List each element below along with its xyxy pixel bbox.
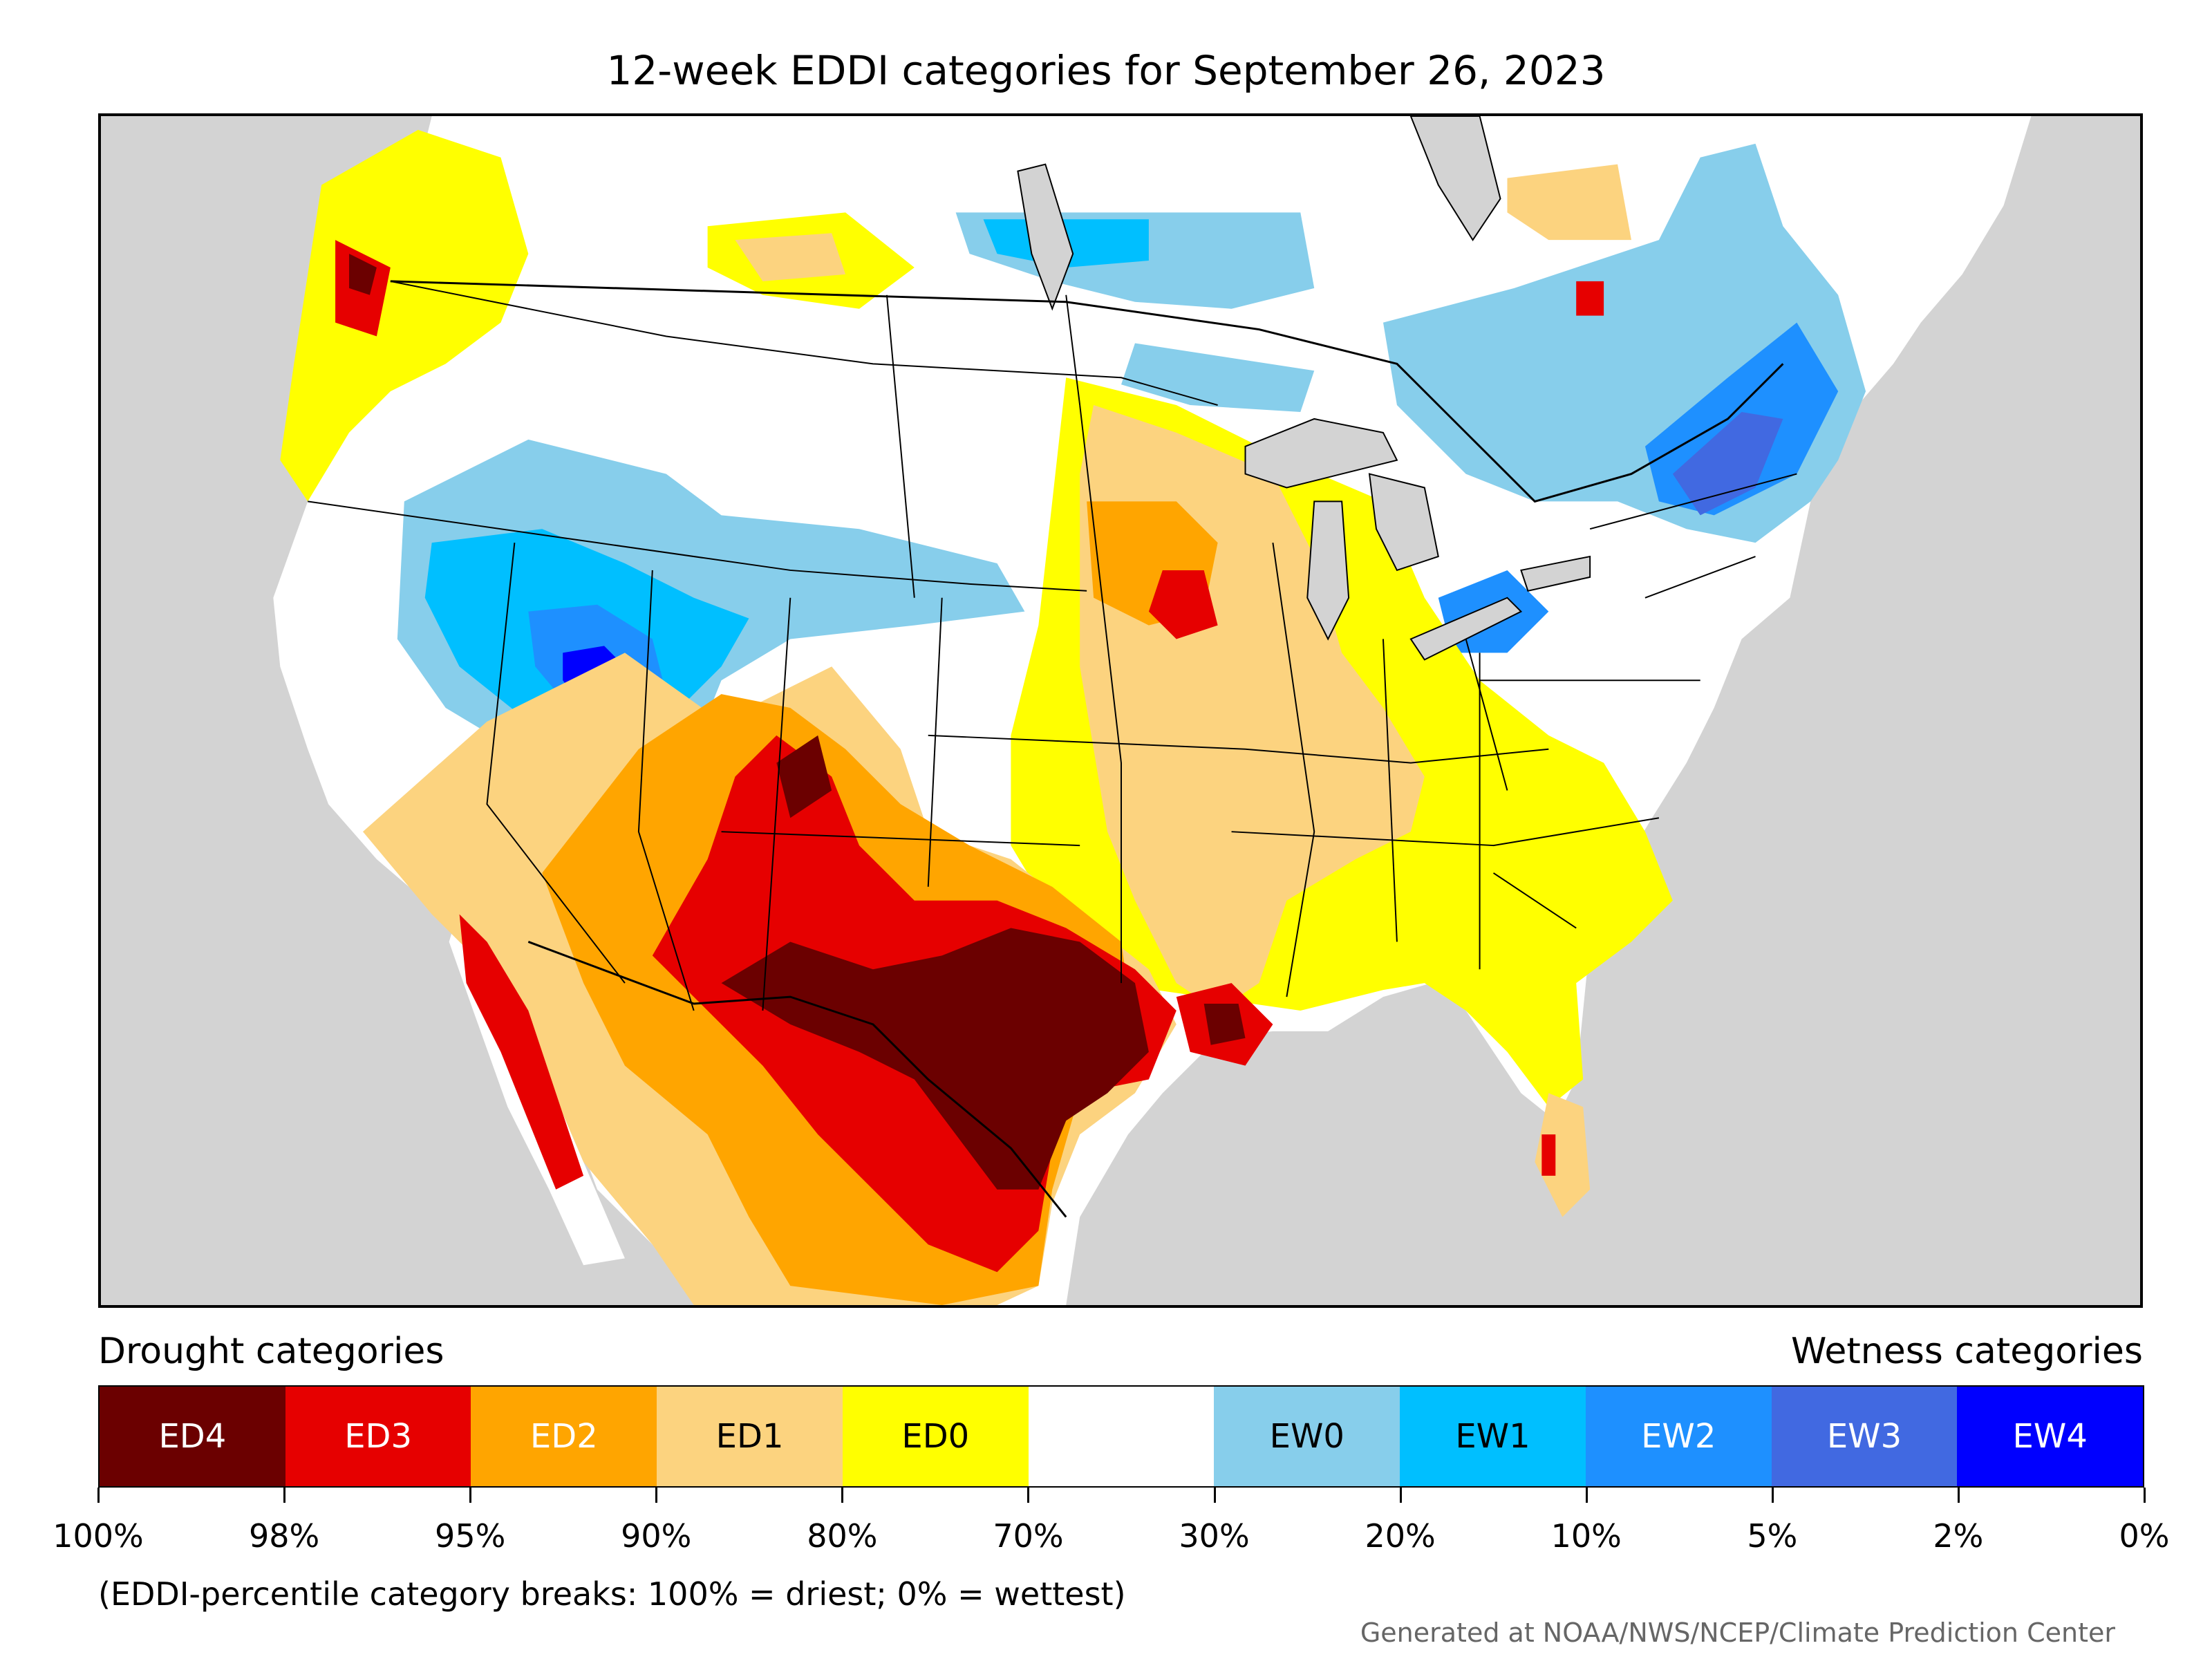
colorbar-tick-label: 100% bbox=[53, 1517, 144, 1555]
colorbar-tick bbox=[2144, 1488, 2146, 1503]
colorbar-tick bbox=[97, 1488, 100, 1503]
colorbar-tick-label: 0% bbox=[2119, 1517, 2170, 1555]
colorbar-segment-label: EW4 bbox=[2012, 1417, 2088, 1456]
credit-line: Generated at NOAA/NWS/NCEP/Climate Predi… bbox=[1360, 1618, 2115, 1648]
drought-areas bbox=[280, 129, 1673, 1305]
colorbar-segment: EW2 bbox=[1585, 1387, 1772, 1486]
colorbar-tick-label: 90% bbox=[621, 1517, 692, 1555]
colorbar-tick bbox=[655, 1488, 658, 1503]
lake-michigan bbox=[1306, 500, 1350, 641]
water-bodies bbox=[1017, 116, 1591, 661]
colorbar-tick bbox=[841, 1488, 844, 1503]
colorbar-segment-label: EW2 bbox=[1641, 1417, 1716, 1456]
colorbar-segment: EW0 bbox=[1214, 1387, 1400, 1486]
map-canvas bbox=[273, 116, 2032, 1305]
lake-huron bbox=[1368, 473, 1439, 572]
colorbar-segment-label: ED3 bbox=[344, 1417, 413, 1456]
colorbar-segment bbox=[1028, 1387, 1215, 1486]
colorbar-tick bbox=[1027, 1488, 1030, 1503]
colorbar-segment-label: ED1 bbox=[715, 1417, 784, 1456]
colorbar-segment-label: EW3 bbox=[1826, 1417, 1902, 1456]
colorbar-tick-label: 80% bbox=[807, 1517, 878, 1555]
colorbar-segment-label: ED2 bbox=[529, 1417, 598, 1456]
wetness-areas bbox=[397, 143, 1866, 832]
colorbar-tick-label: 10% bbox=[1550, 1517, 1622, 1555]
colorbar-tick-label: 5% bbox=[1747, 1517, 1798, 1555]
colorbar-segment-label: ED0 bbox=[901, 1417, 970, 1456]
lake-winnipeg bbox=[1017, 163, 1074, 311]
map-title: 12-week EDDI categories for September 26… bbox=[606, 47, 1606, 94]
colorbar-segment-label: ED4 bbox=[158, 1417, 227, 1456]
colorbar-segment: ED1 bbox=[657, 1387, 843, 1486]
state-boundaries bbox=[308, 280, 1797, 1011]
colorbar-segment-label: EW0 bbox=[1269, 1417, 1344, 1456]
colorbar-tick bbox=[1399, 1488, 1402, 1503]
category-note: (EDDI-percentile category breaks: 100% =… bbox=[98, 1575, 1126, 1613]
drought-categories-title: Drought categories bbox=[98, 1331, 444, 1372]
colorbar-tick bbox=[283, 1488, 286, 1503]
colorbar-segment: ED2 bbox=[471, 1387, 657, 1486]
colorbar-tick-label: 95% bbox=[435, 1517, 506, 1555]
colorbar-segment-label: EW1 bbox=[1455, 1417, 1530, 1456]
category-colorbar: ED4 ED3 ED2 ED1 ED0 EW0 EW1 EW2 EW3 EW4 bbox=[98, 1385, 2144, 1488]
wetness-categories-title: Wetness categories bbox=[1791, 1331, 2143, 1372]
colorbar-tick-label: 20% bbox=[1365, 1517, 1436, 1555]
colorbar-tick-label: 30% bbox=[1179, 1517, 1250, 1555]
colorbar-tick bbox=[1771, 1488, 1774, 1503]
eddi-map bbox=[98, 113, 2143, 1308]
colorbar-tick-label: 2% bbox=[1933, 1517, 1984, 1555]
colorbar-tick bbox=[1585, 1488, 1588, 1503]
colorbar-tick bbox=[1957, 1488, 1960, 1503]
james-bay bbox=[1409, 116, 1501, 242]
colorbar-segment: EW4 bbox=[1957, 1387, 2144, 1486]
colorbar-tick-label: 98% bbox=[248, 1517, 320, 1555]
colorbar-tick-label: 70% bbox=[993, 1517, 1064, 1555]
lake-superior bbox=[1244, 418, 1398, 489]
international-borders bbox=[390, 280, 1784, 1218]
colorbar-segment: ED4 bbox=[100, 1387, 285, 1486]
colorbar-segment: ED3 bbox=[285, 1387, 471, 1486]
lake-ontario bbox=[1520, 555, 1591, 592]
colorbar-tick bbox=[469, 1488, 472, 1503]
colorbar-segment: ED0 bbox=[842, 1387, 1029, 1486]
colorbar-segment: EW3 bbox=[1771, 1387, 1958, 1486]
colorbar-ticks bbox=[97, 1488, 2146, 1515]
colorbar-segment: EW1 bbox=[1400, 1387, 1586, 1486]
colorbar-tick bbox=[1213, 1488, 1216, 1503]
lake-erie bbox=[1409, 597, 1523, 661]
